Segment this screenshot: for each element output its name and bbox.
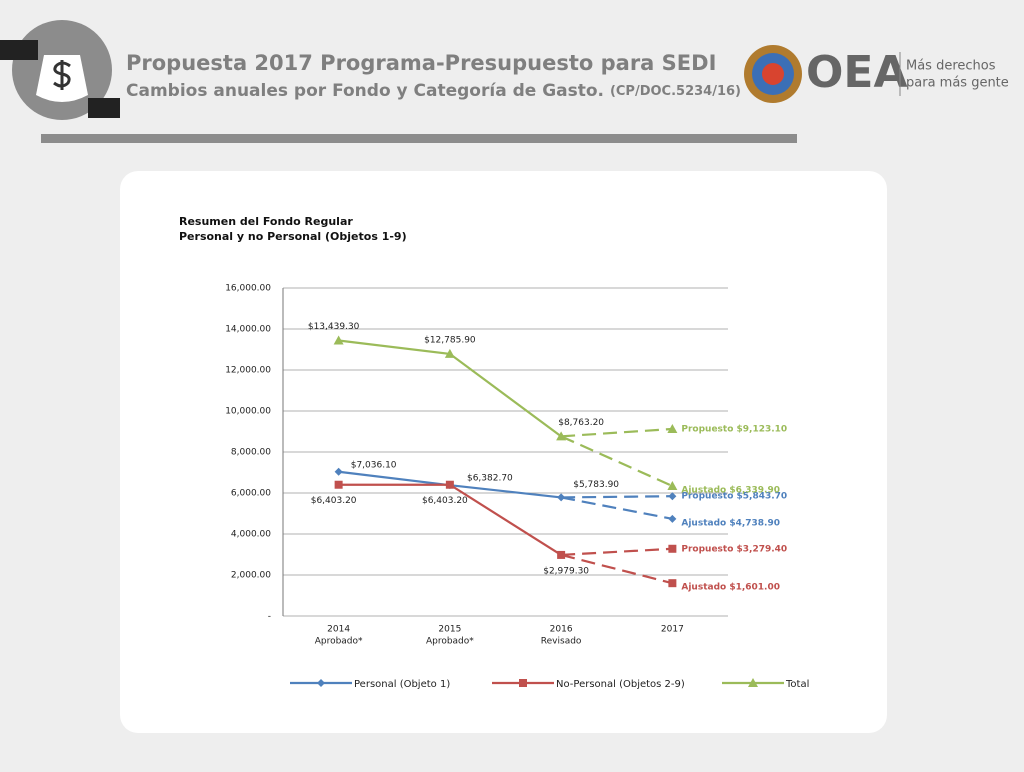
projection-label: Propuesto $9,123.10	[681, 424, 787, 434]
data-point	[334, 480, 343, 489]
projection-line	[561, 547, 673, 557]
projection-line	[560, 553, 673, 585]
icon-hand	[0, 40, 38, 60]
subtitle: Cambios anuales por Fondo y Categoría de…	[126, 81, 741, 101]
subtitle-text: Cambios anuales por Fondo y Categoría de…	[126, 81, 604, 101]
x-tick-label: 2014	[327, 625, 350, 635]
y-tick-label: 8,000.00	[231, 448, 271, 458]
projection-point	[668, 579, 677, 588]
x-tick-label: 2017	[661, 625, 684, 635]
legend-label: Total	[785, 679, 809, 690]
data-label: $5,783.90	[573, 480, 619, 490]
projection-label: Ajustado $6,339.90	[681, 486, 780, 496]
projection-line	[561, 427, 673, 438]
projection-line	[561, 495, 673, 499]
projection-point	[667, 481, 678, 491]
data-label: $7,036.10	[351, 460, 397, 470]
header-rule	[41, 134, 797, 143]
x-tick-sublabel: Revisado	[541, 637, 582, 647]
legend-label: Personal (Objeto 1)	[354, 679, 450, 690]
x-tick-label: 2015	[438, 625, 461, 635]
legend-marker	[519, 679, 527, 687]
projection-point	[668, 544, 677, 553]
projection-label: Propuesto $3,279.40	[681, 544, 787, 554]
projection-label: Ajustado $4,738.90	[681, 518, 780, 528]
y-tick-label: 4,000.00	[231, 530, 271, 540]
projection-point	[668, 514, 677, 523]
y-tick-label: 16,000.00	[225, 284, 271, 294]
data-label: $6,403.20	[311, 496, 357, 506]
slogan: Más derechos	[906, 59, 996, 74]
data-label: $13,439.30	[308, 322, 360, 332]
legend-marker	[317, 679, 325, 687]
y-tick-label: 6,000.00	[231, 489, 271, 499]
logo-emblem-core	[762, 63, 784, 85]
data-point	[333, 335, 344, 345]
projection-point	[668, 492, 677, 501]
y-tick-label: 14,000.00	[225, 325, 271, 335]
chart-subtitle: Personal y no Personal (Objetos 1-9)	[179, 230, 407, 243]
y-tick-label: 12,000.00	[225, 366, 271, 376]
data-point	[445, 480, 454, 489]
doc-ref: (CP/DOC.5234/16)	[610, 84, 741, 99]
projection-line	[560, 496, 673, 520]
legend-label: No-Personal (Objetos 2-9)	[556, 679, 685, 690]
data-point	[334, 467, 343, 476]
data-point	[444, 348, 455, 358]
data-label: $2,979.30	[543, 566, 589, 576]
y-tick-label: 2,000.00	[231, 571, 271, 581]
data-label: $12,785.90	[424, 335, 476, 345]
projection-point	[667, 423, 678, 433]
logo-text: OEA	[806, 47, 908, 98]
projection-label: Ajustado $1,601.00	[681, 583, 780, 593]
slogan: para más gente	[906, 76, 1009, 91]
x-tick-sublabel: Aprobado*	[426, 637, 474, 647]
x-tick-sublabel: Aprobado*	[315, 637, 363, 647]
legend-marker	[748, 678, 758, 687]
y-tick-label: -	[268, 612, 271, 622]
title: Propuesta 2017 Programa-Presupuesto para…	[126, 51, 716, 75]
icon-hand	[88, 98, 120, 118]
data-label: $8,763.20	[558, 418, 604, 428]
icon-dollar	[53, 60, 71, 90]
projection-label: Propuesto $5,843.70	[681, 492, 787, 502]
chart-title: Resumen del Fondo Regular	[179, 215, 353, 228]
y-tick-label: 10,000.00	[225, 407, 271, 417]
x-tick-label: 2016	[550, 625, 573, 635]
data-label: $6,403.20	[422, 496, 468, 506]
data-label: $6,382.70	[467, 474, 513, 484]
